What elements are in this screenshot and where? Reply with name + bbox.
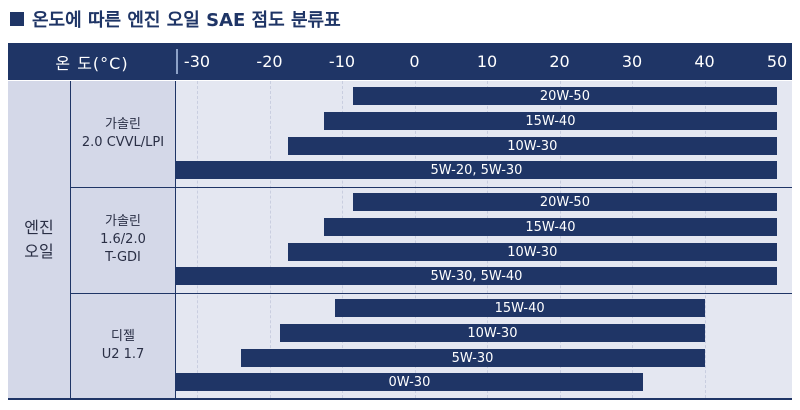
x-tick-label: 10: [476, 52, 498, 71]
column-divider: [70, 81, 71, 398]
plot-divider: [175, 81, 176, 398]
viscosity-bar: 5W-30: [240, 349, 705, 367]
title-square-icon: [10, 12, 24, 26]
viscosity-bar: 15W-40: [334, 299, 705, 317]
header-divider: [176, 49, 178, 74]
engine-group-label: 디젤 U2 1.7: [71, 293, 175, 399]
x-tick-label: 30: [621, 52, 643, 71]
viscosity-bar: 10W-30: [280, 324, 705, 342]
grid-line: [342, 81, 343, 398]
x-tick-label: -10: [328, 52, 356, 71]
grid-line: [704, 81, 706, 398]
page-title: 온도에 따른 엔진 오일 SAE 점도 분류표: [10, 6, 341, 32]
grid-line: [197, 81, 198, 398]
grid-line: [559, 81, 561, 398]
temperature-header-label: 온 도(°C): [55, 53, 129, 73]
x-tick-label: 40: [694, 52, 715, 71]
engine-group-label: 가솔린 2.0 CVVL/LPI: [71, 81, 175, 187]
viscosity-bar: 15W-40: [323, 218, 777, 236]
title-text: 온도에 따른 엔진 오일 SAE 점도 분류표: [32, 10, 341, 31]
viscosity-bar: 20W-50: [352, 193, 777, 211]
table-bottom-line: [8, 398, 792, 400]
x-tick-label: 20: [549, 52, 570, 71]
group-divider-1: [70, 187, 792, 188]
viscosity-bar: 20W-50: [352, 87, 777, 105]
group-divider-2: [70, 293, 792, 294]
x-tick-label: 0: [409, 52, 420, 71]
x-tick-label: -30: [183, 52, 211, 71]
engine-group-label: 가솔린 1.6/2.0 T-GDI: [71, 187, 175, 293]
viscosity-bar: 10W-30: [287, 243, 777, 261]
viscosity-bar: 5W-20, 5W-30: [176, 161, 777, 179]
viscosity-bar: 15W-40: [323, 112, 777, 130]
viscosity-bar: 0W-30: [176, 373, 643, 391]
grid-line: [269, 81, 271, 398]
grid-line: [487, 81, 488, 398]
viscosity-bar: 5W-30, 5W-40: [176, 267, 777, 285]
grid-line: [414, 81, 416, 398]
engine-oil-label: 엔진 오일: [8, 81, 70, 398]
plot-area: [176, 81, 792, 398]
x-tick-label: -20: [256, 52, 283, 71]
viscosity-bar: 10W-30: [287, 137, 777, 155]
grid-line: [632, 81, 633, 398]
x-tick-label: 50: [766, 52, 788, 71]
temperature-header: 온 도(°C) -30 -20 -10 0 10 20 30 40 50: [8, 43, 792, 80]
